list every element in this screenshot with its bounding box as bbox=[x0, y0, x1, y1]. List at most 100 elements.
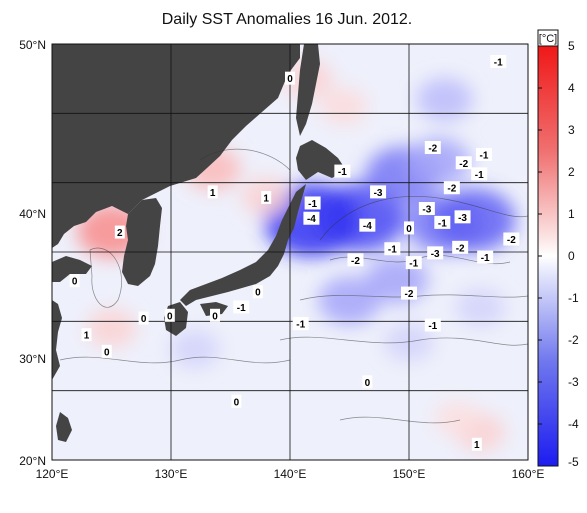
contour-label: -2 bbox=[401, 286, 417, 300]
contour-label: -1 bbox=[424, 318, 441, 332]
contour-label-text: -4 bbox=[363, 221, 372, 232]
anomaly-region bbox=[320, 88, 367, 125]
contour-label-bg bbox=[252, 285, 263, 299]
colorbar-tick-label: 1 bbox=[568, 207, 575, 221]
x-tick-label: 120°E bbox=[36, 467, 69, 481]
contour-label-bg bbox=[434, 215, 451, 229]
contour-label-bg bbox=[404, 221, 414, 235]
contour-label-bg bbox=[471, 167, 488, 181]
contour-label-bg bbox=[477, 250, 494, 264]
contour-label: -1 bbox=[490, 55, 507, 69]
contour-label-text: -1 bbox=[388, 245, 397, 256]
contour-label-text: -3 bbox=[458, 213, 467, 224]
contour-label: -1 bbox=[471, 167, 488, 181]
contour-label-text: -1 bbox=[481, 253, 490, 264]
chart-title: Daily SST Anomalies 16 Jun. 2012. bbox=[162, 11, 413, 28]
contour-label: 0 bbox=[69, 274, 80, 288]
contour-label-text: -1 bbox=[409, 259, 418, 270]
contour-label-bg bbox=[424, 141, 441, 154]
contour-label-text: -3 bbox=[431, 249, 440, 260]
landmass-honshu bbox=[180, 184, 306, 306]
contour-label-bg bbox=[427, 246, 444, 260]
contour-label: -4 bbox=[303, 211, 320, 225]
contour-label-text: -4 bbox=[307, 214, 316, 225]
contour-label-bg bbox=[471, 437, 482, 451]
colorbar-tick-label: -2 bbox=[568, 333, 579, 347]
map-area: 0 -1 -2 -1 -2 -1 -2 -1 -3 -1 -4 -4 -3 0 -1 -3 -2 -2 -3 -1 -2… bbox=[51, 43, 529, 461]
contour-label-bg bbox=[405, 256, 422, 270]
contour-label: 0 bbox=[210, 308, 221, 322]
contour-label-bg bbox=[285, 71, 295, 85]
colorbar-tick-label: 3 bbox=[568, 123, 575, 137]
contour-label-text: 2 bbox=[117, 228, 123, 239]
contour-label: -1 bbox=[405, 256, 422, 270]
contour-label: -2 bbox=[455, 156, 472, 170]
anomaly-region bbox=[416, 77, 473, 121]
contour-label-text: 0 bbox=[406, 224, 412, 235]
contour-label: 2 bbox=[114, 225, 125, 239]
contour-label: 1 bbox=[81, 328, 92, 342]
contour-label: 1 bbox=[207, 185, 218, 199]
contour-label-text: 0 bbox=[167, 311, 173, 322]
x-tick-label: 130°E bbox=[155, 467, 188, 481]
contour-label: 0 bbox=[404, 221, 414, 235]
contour-label-text: -2 bbox=[456, 243, 465, 254]
contour-label-bg bbox=[443, 181, 460, 195]
anomaly-region bbox=[86, 309, 137, 348]
y-axis: 50°N 40°N 30°N 20°N bbox=[19, 38, 46, 468]
colorbar-tick-label: 4 bbox=[568, 81, 575, 95]
contour-label-text: -1 bbox=[428, 321, 437, 332]
anomaly-region bbox=[170, 330, 220, 369]
contour-label: 0 bbox=[362, 375, 373, 389]
contour-label-text: 0 bbox=[141, 314, 147, 325]
contour-label-text: 0 bbox=[212, 311, 218, 322]
landmass-china-coast bbox=[52, 300, 62, 380]
contour-label: 0 bbox=[164, 308, 175, 322]
contour-label: -2 bbox=[452, 240, 469, 254]
colorbar-unit: [°C] bbox=[539, 33, 557, 45]
y-tick-label: 30°N bbox=[19, 352, 46, 366]
contour-label: 0 bbox=[101, 344, 112, 358]
contour-label-bg bbox=[303, 211, 320, 225]
colorbar-tick-label: -5 bbox=[568, 455, 579, 469]
contour-label-bg bbox=[101, 344, 112, 358]
contour-label-bg bbox=[490, 55, 507, 69]
y-tick-label: 50°N bbox=[19, 38, 46, 52]
contour-label-text: 1 bbox=[84, 331, 90, 342]
contour-label: -2 bbox=[347, 253, 364, 267]
map-frame bbox=[51, 43, 529, 461]
contour-label-bg bbox=[81, 328, 92, 342]
contour-label-text: 0 bbox=[365, 378, 371, 389]
contour-label-bg bbox=[231, 394, 242, 408]
contour-label: 0 bbox=[138, 311, 149, 325]
contour-label: 1 bbox=[261, 190, 272, 204]
contour-label: 0 bbox=[231, 394, 242, 408]
contour-label-text: -1 bbox=[338, 167, 347, 178]
contour-label: -4 bbox=[359, 218, 376, 232]
contour-label-text: -1 bbox=[296, 320, 305, 331]
contour-label-text: -3 bbox=[374, 188, 383, 199]
colorbar-tick-label: 2 bbox=[568, 165, 575, 179]
contour-label: -1 bbox=[475, 147, 492, 161]
colorbar-tick-label: 5 bbox=[568, 39, 575, 53]
contour-label-text: 0 bbox=[72, 277, 78, 288]
contour-label-bg bbox=[370, 185, 387, 199]
anomaly-region bbox=[455, 288, 506, 327]
x-tick-label: 160°E bbox=[512, 467, 545, 481]
contour-label-text: -2 bbox=[405, 289, 414, 300]
contour-label-text: -3 bbox=[422, 205, 431, 216]
landmass-hokkaido bbox=[296, 140, 346, 180]
x-tick-label: 140°E bbox=[274, 467, 307, 481]
contour-label-text: -2 bbox=[428, 144, 437, 155]
contour-label: 1 bbox=[471, 437, 482, 451]
colorbar-tick-label: -3 bbox=[568, 375, 579, 389]
landmass-korea bbox=[122, 198, 162, 286]
contour-label-bg bbox=[475, 147, 492, 161]
contour-label: -1 bbox=[304, 196, 321, 210]
contour-label-bg bbox=[233, 300, 250, 314]
contour-label: -1 bbox=[292, 317, 309, 331]
contour-label-text: 1 bbox=[474, 440, 480, 451]
y-tick-label: 40°N bbox=[19, 207, 46, 221]
contour-label: 0 bbox=[252, 285, 263, 299]
contour-label-bg bbox=[69, 274, 80, 288]
